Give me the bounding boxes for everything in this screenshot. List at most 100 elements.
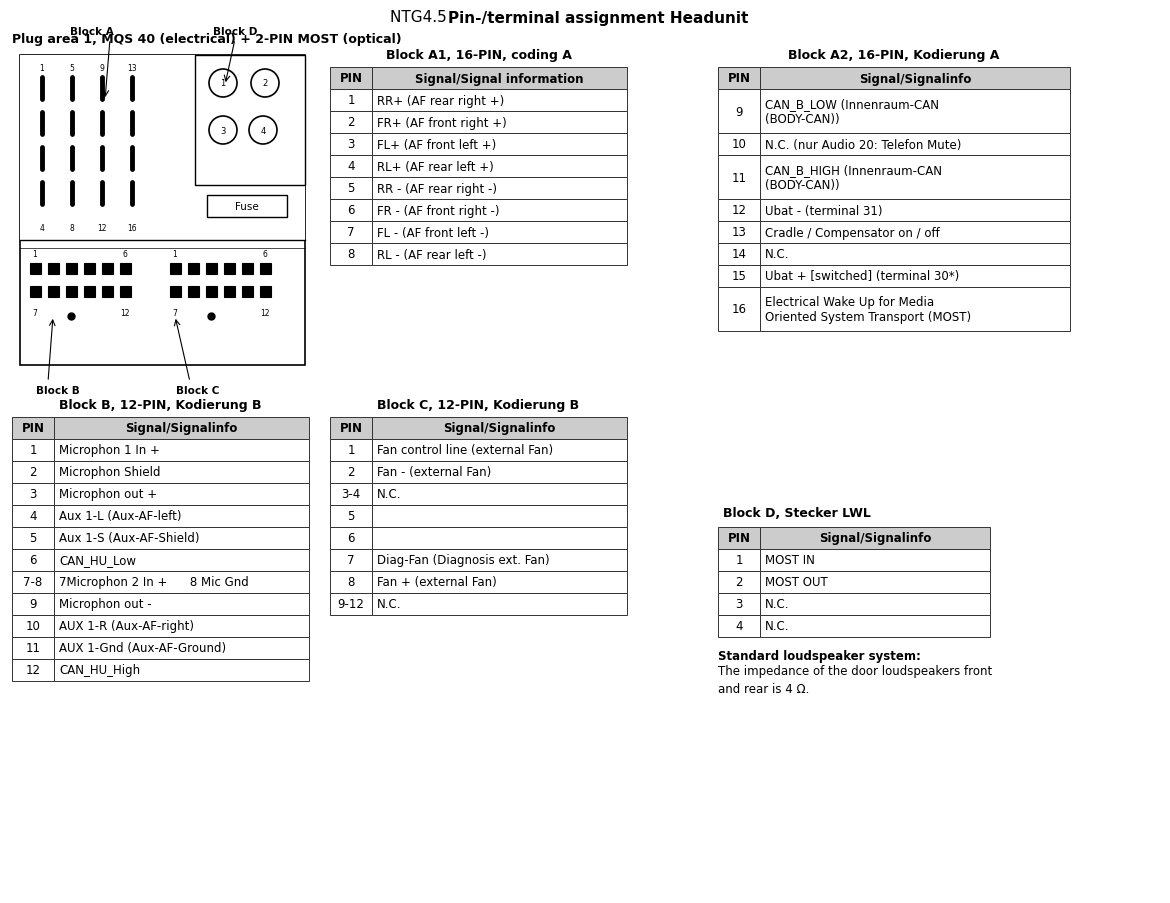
Text: FL - (AF front left -): FL - (AF front left -) [377,227,489,239]
Bar [188,264,199,275]
Bar [206,264,216,275]
Bar [372,134,627,156]
Text: 8: 8 [347,576,355,589]
Bar [170,264,181,275]
Bar [718,615,760,638]
Bar [330,506,372,527]
Bar [760,222,1071,244]
Bar [30,286,41,298]
Text: MOST IN: MOST IN [765,554,814,567]
Text: 1: 1 [347,444,355,457]
Bar [718,527,760,549]
Text: Aux 1-S (Aux-AF-Shield): Aux 1-S (Aux-AF-Shield) [58,532,200,545]
Text: Plug area 1, MQS 40 (electrical) + 2-PIN MOST (optical): Plug area 1, MQS 40 (electrical) + 2-PIN… [12,33,401,46]
Text: 1: 1 [735,554,743,567]
Circle shape [252,70,278,98]
Text: Signal/Signalinfo: Signal/Signalinfo [443,422,556,435]
Bar [54,527,309,549]
Bar [54,461,309,483]
Bar [12,440,54,461]
Bar [188,286,199,298]
Bar [12,417,54,440]
Bar [84,286,95,298]
Text: AUX 1-Gnd (Aux-AF-Ground): AUX 1-Gnd (Aux-AF-Ground) [58,642,226,655]
Text: 3-4: 3-4 [342,488,360,501]
Text: 13: 13 [128,64,137,73]
Text: FR+ (AF front right +): FR+ (AF front right +) [377,116,507,129]
Bar [372,549,627,572]
Bar [54,593,309,615]
Text: 7Microphon 2 In +      8 Mic Gnd: 7Microphon 2 In + 8 Mic Gnd [58,576,249,589]
Text: 1: 1 [173,250,178,259]
Text: Electrical Wake Up for Media
Oriented System Transport (MOST): Electrical Wake Up for Media Oriented Sy… [765,295,971,323]
Text: 7: 7 [347,554,355,567]
Text: 6: 6 [123,250,128,259]
Text: 1: 1 [33,250,37,259]
Bar [718,265,760,288]
Text: 11: 11 [731,172,746,184]
Text: 9: 9 [99,64,104,73]
Text: 1: 1 [347,95,355,107]
Text: 8: 8 [347,248,355,261]
Text: Fan - (external Fan): Fan - (external Fan) [377,466,491,479]
Bar [718,593,760,615]
Text: Block C, 12-PIN, Kodierung B: Block C, 12-PIN, Kodierung B [378,399,579,412]
Text: N.C.: N.C. [765,248,790,261]
Text: CAN_B_HIGH (Innenraum-CAN
(BODY-CAN)): CAN_B_HIGH (Innenraum-CAN (BODY-CAN)) [765,163,942,191]
Text: 9: 9 [735,106,743,118]
Text: 12: 12 [97,224,106,233]
Bar [372,178,627,200]
Text: Aux 1-L (Aux-AF-left): Aux 1-L (Aux-AF-left) [58,510,181,523]
Bar [330,90,372,112]
Bar [223,264,235,275]
Bar [760,156,1071,200]
Bar [330,134,372,156]
Bar [718,288,760,331]
Text: Microphon Shield: Microphon Shield [58,466,160,479]
Text: Block D: Block D [213,27,257,37]
Bar [372,572,627,593]
Bar [330,68,372,90]
Bar [12,638,54,659]
Bar [760,244,1071,265]
Text: AUX 1-R (Aux-AF-right): AUX 1-R (Aux-AF-right) [58,619,194,633]
Text: Fan + (external Fan): Fan + (external Fan) [377,576,497,589]
Text: Diag-Fan (Diagnosis ext. Fan): Diag-Fan (Diagnosis ext. Fan) [377,554,550,567]
Circle shape [209,70,238,98]
Text: N.C.: N.C. [377,488,401,501]
Bar [760,200,1071,222]
Bar [760,615,990,638]
Text: 10: 10 [731,138,746,152]
Bar [54,549,309,572]
Bar [760,265,1071,288]
Bar [54,572,309,593]
Text: FL+ (AF front left +): FL+ (AF front left +) [377,138,496,152]
Bar [330,200,372,222]
Bar [330,593,372,615]
Bar [718,222,760,244]
Text: N.C.: N.C. [765,619,790,633]
Bar [20,56,305,241]
Bar [54,506,309,527]
Bar [330,156,372,178]
Bar [760,572,990,593]
Bar [170,286,181,298]
Text: PIN: PIN [339,72,363,86]
Bar [12,659,54,681]
Text: Microphon out +: Microphon out + [58,488,157,501]
Text: Block A: Block A [70,27,113,37]
Text: 16: 16 [128,224,137,233]
Text: 6: 6 [347,532,355,545]
Bar [372,200,627,222]
Bar [12,461,54,483]
Bar [12,593,54,615]
Text: 7: 7 [347,227,355,239]
Text: 5: 5 [347,182,355,195]
Bar [242,286,253,298]
Bar [372,483,627,506]
Bar [372,506,627,527]
Text: Signal/Signalinfo: Signal/Signalinfo [859,72,971,86]
Text: 2: 2 [29,466,36,479]
Bar [223,286,235,298]
Bar [102,286,113,298]
